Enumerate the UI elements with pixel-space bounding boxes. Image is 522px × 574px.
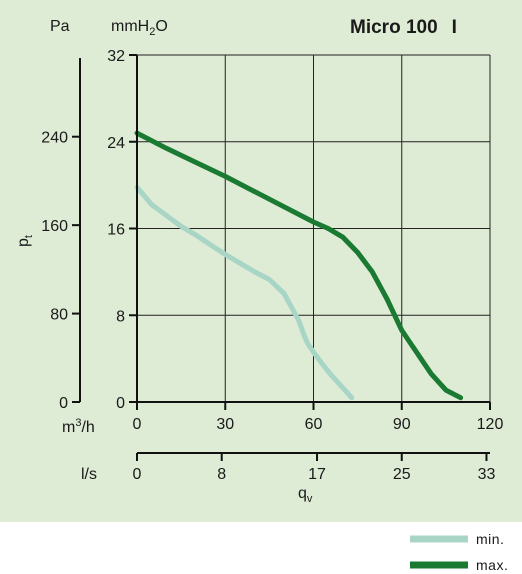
x-tick-label-ls: 33	[478, 466, 496, 483]
chart-title: Micro 100 I	[350, 17, 457, 38]
x-tick-label-ls: 8	[217, 466, 226, 483]
qv-axis-label: qv	[298, 485, 313, 505]
axis-ticks	[72, 54, 491, 461]
y-tick-label-mmh2o: 0	[116, 395, 125, 412]
y-tick-label-pa: 80	[50, 307, 68, 324]
y-tick-label-mmh2o: 24	[107, 135, 125, 152]
pt-axis-label: pt	[15, 235, 35, 247]
y-tick-label-pa: 160	[41, 218, 68, 235]
x-tick-label-m3h: 90	[393, 416, 411, 433]
y-tick-label-mmh2o: 32	[107, 48, 125, 65]
x-tick-label-ls: 0	[133, 466, 142, 483]
series-line-max	[134, 130, 464, 401]
series-curves	[134, 130, 464, 401]
x-tick-label-m3h: 120	[477, 416, 504, 433]
y-tick-label-pa: 0	[59, 395, 68, 412]
pa-unit-label: Pa	[50, 18, 70, 35]
mmh2o-unit-label: mmH2O	[111, 18, 168, 38]
x-tick-label-m3h: 0	[133, 416, 142, 433]
chart-background	[0, 0, 522, 522]
ls-unit-label: l/s	[81, 466, 97, 483]
x-tick-label-m3h: 60	[305, 416, 323, 433]
legend-label-min: min.	[476, 531, 504, 547]
y-tick-label-mmh2o: 16	[107, 222, 125, 239]
y-tick-label-pa: 240	[41, 130, 68, 147]
y-tick-label-mmh2o: 8	[116, 308, 125, 325]
series-line-min	[134, 184, 355, 401]
tick-labels: 0 30 60 90 120 0 8 16 24 32 0 80 160 240 0 8 17 25 33	[41, 48, 503, 483]
m3h-unit-label: m3/h	[62, 417, 95, 436]
x-tick-label-ls: 17	[308, 466, 326, 483]
legend-label-max: max.	[476, 557, 508, 573]
x-tick-label-ls: 25	[393, 466, 411, 483]
x-tick-label-m3h: 30	[216, 416, 234, 433]
